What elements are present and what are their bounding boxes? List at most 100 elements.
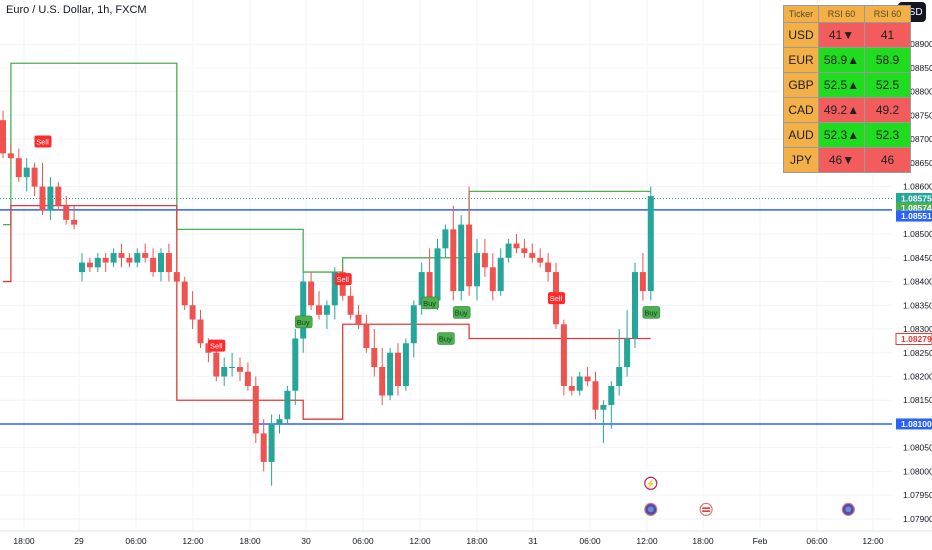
candle-body (308, 281, 315, 306)
candle (466, 186, 473, 296)
candle (118, 243, 125, 268)
flash-icon (644, 476, 658, 490)
buy-signal: Buy (642, 306, 661, 319)
candle (213, 348, 220, 382)
time-tick-label: 12:00 (409, 536, 431, 546)
time-tick-label: 30 (301, 536, 311, 546)
time-tick-label: 31 (528, 536, 538, 546)
candle (426, 248, 433, 306)
price-label-box (896, 418, 932, 430)
candle-body (584, 376, 591, 382)
candle-body (521, 248, 528, 254)
candle (197, 310, 204, 349)
candle-body (86, 262, 93, 268)
flash-icon: ⚡ (646, 478, 656, 488)
candle (268, 414, 275, 486)
price-axis[interactable]: 1.08900 1.08850 1.08800 1.08750 1.08700 1.086… (893, 0, 932, 550)
candle-body (126, 257, 133, 263)
rsi-row-usd: USD 41▼ 41 (783, 22, 911, 48)
ticker-cell: CAD (783, 97, 819, 123)
candle-body (94, 257, 101, 268)
time-tick-label: 18:00 (13, 536, 35, 546)
candle-body (632, 272, 638, 339)
candle-body (639, 272, 646, 292)
candle-body (481, 253, 488, 268)
candle (395, 343, 401, 396)
time-tick-label: 29 (74, 536, 84, 546)
candle (450, 205, 457, 301)
signal-label: Buy (644, 308, 657, 317)
candle (616, 329, 623, 396)
candle (47, 177, 54, 220)
time-axis-bg (0, 531, 932, 550)
candle-body (260, 433, 267, 462)
candle (355, 305, 362, 330)
candle-body (181, 281, 188, 306)
rsi-row-eur: EUR 58.9▲ 58.9 (783, 47, 911, 73)
candle-body (110, 253, 117, 263)
rsi-value-cell: 52.5▲ (818, 72, 865, 98)
time-axis[interactable]: 18:00 29 06:00 12:00 18:00 30 06:00 12:00 18:00 3… (0, 530, 932, 550)
time-tick-label: 06:00 (125, 536, 147, 546)
candle (608, 381, 615, 429)
rsi-value-cell: 41▼ (818, 22, 865, 48)
signal-label: Sell (550, 294, 563, 303)
rsi-value-cell: 49.2▲ (818, 97, 865, 123)
header-rsi-2: RSI 60 (864, 5, 911, 23)
candle (237, 357, 243, 382)
candle-body (458, 224, 465, 292)
candle-body (142, 253, 149, 258)
buy-signal: Buy (437, 332, 455, 345)
candle (126, 253, 133, 268)
time-tick-label: 06:00 (579, 536, 601, 546)
price-tick-label: 1.08050 (903, 443, 932, 453)
candle (521, 238, 528, 258)
candle (165, 243, 172, 282)
candle-body (189, 305, 196, 320)
candle-body (173, 272, 180, 282)
candle (15, 148, 22, 182)
candle-body (450, 229, 457, 292)
price-tick-label: 1.08000 (903, 466, 932, 476)
price-label-box (895, 332, 932, 345)
candle (244, 362, 251, 391)
candle-body (513, 243, 520, 249)
sell-signal: Sell (548, 292, 565, 305)
candle (7, 143, 14, 163)
rsi-row-jpy: JPY 46▼ 46 (783, 147, 911, 173)
time-tick-label: 12:00 (636, 536, 658, 546)
price-label-value: 1.08100 (901, 419, 932, 429)
candle (150, 248, 157, 277)
candle-body (371, 348, 378, 367)
price-tick-label: 1.08300 (903, 324, 932, 334)
signal-box (334, 273, 352, 286)
rsi-row-cad: CAD 49.2▲ 49.2 (783, 97, 911, 123)
candle-body (284, 390, 291, 420)
price-tick-label: 1.08900 (903, 39, 932, 49)
candle (292, 329, 299, 405)
candle (363, 314, 370, 353)
candle-body (497, 257, 504, 292)
candle (276, 414, 283, 434)
buy-signal: Buy (452, 306, 471, 319)
rsi-value-cell: 49.2 (864, 97, 911, 123)
candle (102, 253, 109, 273)
candle (387, 348, 394, 401)
candle-body (71, 219, 78, 225)
candle (229, 352, 236, 377)
price-tick-label: 1.08350 (903, 300, 932, 310)
signal-box (421, 296, 439, 310)
candle (173, 262, 180, 287)
candle (505, 238, 512, 263)
candle (481, 238, 488, 277)
price-label-box (896, 210, 932, 222)
signal-box (437, 332, 455, 345)
time-tick-label: Feb (753, 536, 768, 546)
price-label-value: 1.08551 (901, 211, 932, 221)
price-label-value: 1.08575 (901, 193, 932, 203)
candle (323, 300, 330, 330)
candle (347, 286, 354, 320)
candle-body (466, 224, 473, 287)
candle-body (600, 404, 607, 410)
